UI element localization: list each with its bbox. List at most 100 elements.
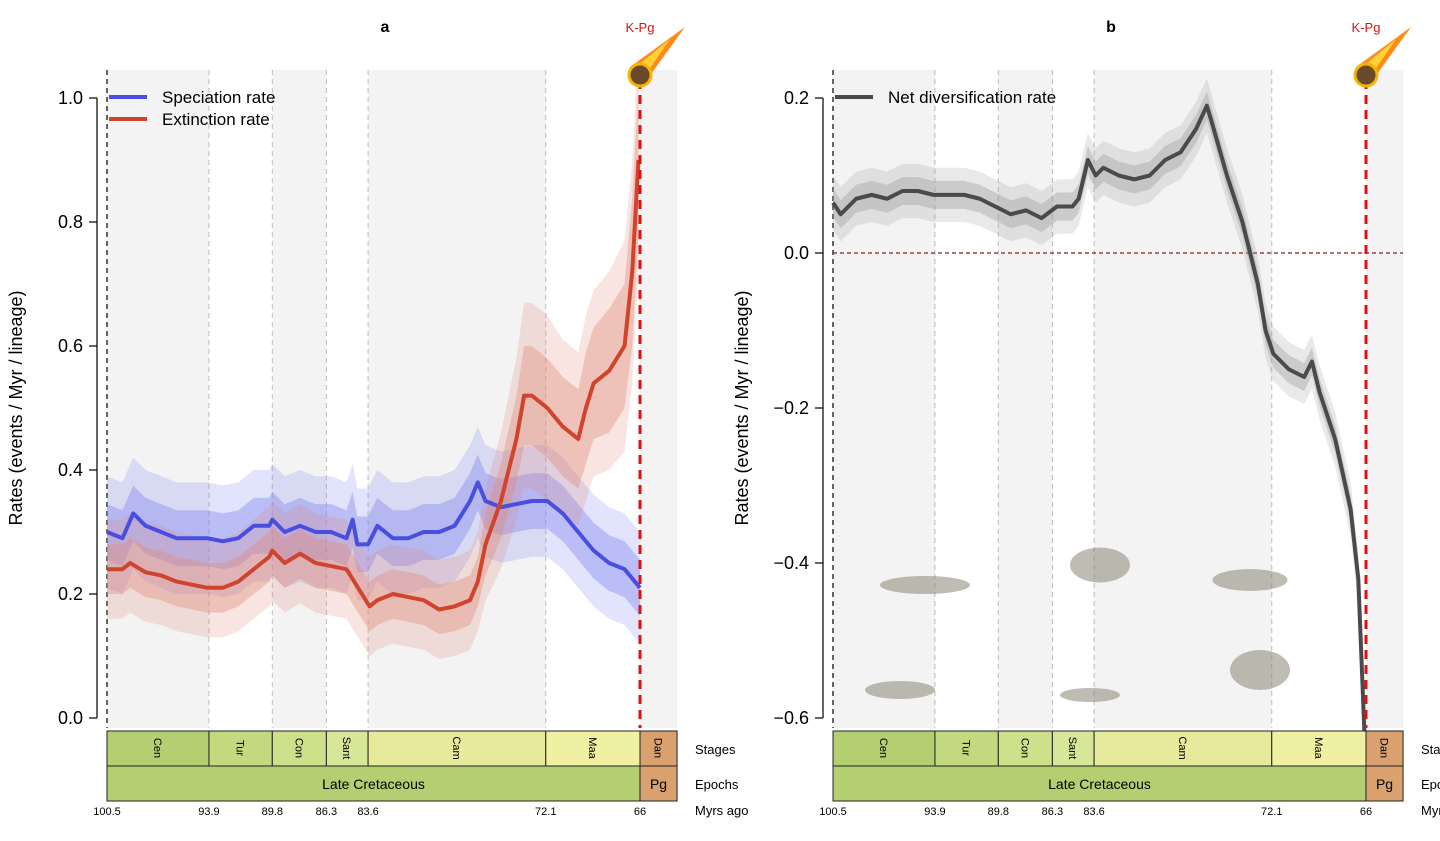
epoch-label: Pg <box>1376 776 1393 792</box>
age-tick-label: 66 <box>634 806 646 818</box>
y-tick-label: 0.2 <box>58 584 83 604</box>
epoch-label: Late Cretaceous <box>322 776 425 792</box>
panel-b-net-diversification: b Rates (events / Myr / lineage) K-Pg −0… <box>732 19 1440 818</box>
row-label-epochs: Epochs <box>695 777 739 792</box>
row-label-ages: Myrs ago <box>1421 803 1440 818</box>
age-tick-label: 100.5 <box>819 806 847 818</box>
y-tick-label: −0.2 <box>773 398 809 418</box>
legend-label: Net diversification rate <box>888 88 1056 107</box>
stage-label: Cen <box>151 738 163 758</box>
panel-b-kpg-label: K-Pg <box>1352 20 1381 35</box>
dinosaur-body <box>865 681 935 699</box>
dinosaur-body <box>880 576 970 594</box>
panel-a-label: a <box>381 19 390 36</box>
geologic-timescale: Cen Tur Con Sant Cam Maa Dan Late Cretaceous Pg 1… <box>93 730 748 818</box>
stage-label: Cam <box>450 736 462 759</box>
stage-label: Sant <box>340 737 352 760</box>
stage-label: Maa <box>1312 737 1324 759</box>
stage-shading-cam <box>368 70 546 728</box>
panel-a-y-axis-label: Rates (events / Myr / lineage) <box>6 290 26 525</box>
legend-label: Speciation rate <box>162 88 275 107</box>
y-tick-label: 0.0 <box>784 243 809 263</box>
stage-shading-cen <box>107 70 209 728</box>
epoch-label: Pg <box>650 776 667 792</box>
meteor-icon <box>627 27 685 88</box>
panel-b-label: b <box>1106 19 1116 36</box>
stage-label: Cen <box>877 738 889 758</box>
y-tick-label: −0.4 <box>773 553 809 573</box>
meteor-icon <box>1353 27 1411 88</box>
stage-label: Tur <box>960 740 972 756</box>
dinosaur-body <box>1212 569 1288 591</box>
stage-label: Maa <box>586 737 598 759</box>
age-tick-label: 100.5 <box>93 806 121 818</box>
y-tick-label: 1.0 <box>58 88 83 108</box>
series-line-extinction-rate <box>107 159 641 612</box>
stage-shading-con <box>998 70 1053 728</box>
dinosaur-illustration <box>1060 688 1120 702</box>
age-tick-label: 93.9 <box>198 806 219 818</box>
credible-interval-band-inner <box>107 85 639 635</box>
epoch-box <box>639 765 678 802</box>
stage-label: Sant <box>1066 737 1078 760</box>
stage-label: Tur <box>234 740 246 756</box>
stage-shading-dan <box>1366 70 1404 728</box>
stage-box-con <box>271 730 327 767</box>
stage-label: Con <box>292 738 304 758</box>
y-tick-label: −0.6 <box>773 708 809 728</box>
dinosaur-body <box>1060 688 1120 702</box>
legend-label: Extinction rate <box>162 110 270 129</box>
stage-label: Dan <box>652 738 664 758</box>
epoch-box <box>1365 765 1404 802</box>
age-tick-label: 89.8 <box>262 806 283 818</box>
stage-box-cen <box>832 730 936 767</box>
y-tick-label: 0.4 <box>58 460 83 480</box>
age-tick-label: 89.8 <box>988 806 1009 818</box>
dinosaur-illustration <box>1070 547 1130 583</box>
row-label-ages: Myrs ago <box>695 803 748 818</box>
age-tick-label: 83.6 <box>357 806 378 818</box>
dinosaur-illustration <box>1212 569 1288 591</box>
stage-label: Dan <box>1378 738 1390 758</box>
stage-box-tur <box>934 730 999 767</box>
dinosaur-body <box>1230 650 1290 690</box>
age-tick-label: 86.3 <box>1042 806 1063 818</box>
stage-box-maa <box>1271 730 1367 767</box>
panel-a-kpg-label: K-Pg <box>626 20 655 35</box>
age-tick-label: 72.1 <box>1261 806 1282 818</box>
age-tick-label: 86.3 <box>316 806 337 818</box>
row-label-epochs: Epochs <box>1421 777 1440 792</box>
epoch-label: Late Cretaceous <box>1048 776 1151 792</box>
series-line-net-diversification-rate <box>831 103 1367 734</box>
series-line-speciation-rate <box>106 480 642 590</box>
dinosaur-illustration <box>1230 650 1290 690</box>
stage-box-cen <box>106 730 210 767</box>
stage-box-cam <box>1093 730 1273 767</box>
y-tick-label: 0.6 <box>58 336 83 356</box>
stage-label: Cam <box>1176 736 1188 759</box>
stage-shading-dan <box>640 70 678 728</box>
stage-shading-cen <box>833 70 935 728</box>
stage-shading-con <box>272 70 327 728</box>
stage-label: Con <box>1018 738 1030 758</box>
row-label-stages: Stages <box>695 742 736 757</box>
y-tick-label: 0.2 <box>784 88 809 108</box>
epoch-box <box>106 765 641 802</box>
age-tick-label: 93.9 <box>924 806 945 818</box>
age-tick-label: 83.6 <box>1083 806 1104 818</box>
dinosaur-illustration <box>880 576 970 594</box>
stage-shading-cam <box>1094 70 1272 728</box>
stage-box-con <box>997 730 1053 767</box>
y-tick-label: 0.0 <box>58 708 83 728</box>
panel-a-speciation-extinction: a Rates (events / Myr / lineage) K-Pg 0.… <box>6 19 748 818</box>
age-tick-label: 72.1 <box>535 806 556 818</box>
age-tick-label: 66 <box>1360 806 1372 818</box>
row-label-stages: Stages <box>1421 742 1440 757</box>
dinosaur-illustration <box>865 681 935 699</box>
geologic-timescale: Cen Tur Con Sant Cam Maa Dan Late Cretaceous Pg 1… <box>819 730 1440 818</box>
y-tick-label: 0.8 <box>58 212 83 232</box>
dinosaur-body <box>1070 547 1130 583</box>
meteor-rock <box>627 62 653 88</box>
meteor-rock <box>1353 62 1379 88</box>
